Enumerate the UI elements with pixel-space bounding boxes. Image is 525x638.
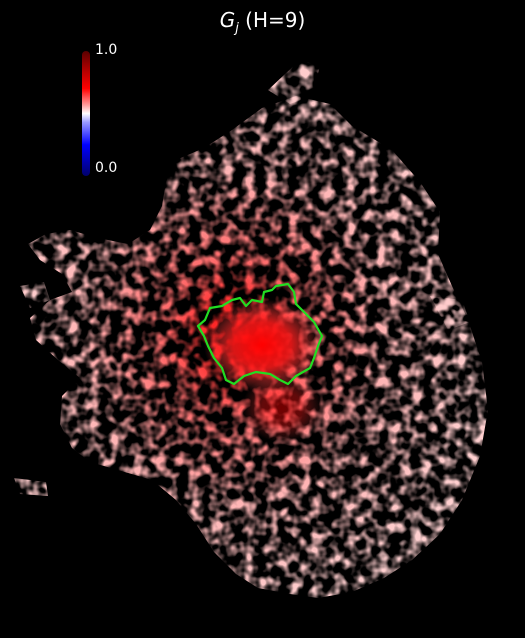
colorbar <box>82 51 90 176</box>
colorbar-min-label: 0.0 <box>95 160 118 176</box>
map-title: Gj (H=9) <box>219 8 306 36</box>
city-boundary <box>196 282 324 386</box>
colorbar-max-label: 1.0 <box>95 42 118 58</box>
region-fill <box>14 60 488 598</box>
